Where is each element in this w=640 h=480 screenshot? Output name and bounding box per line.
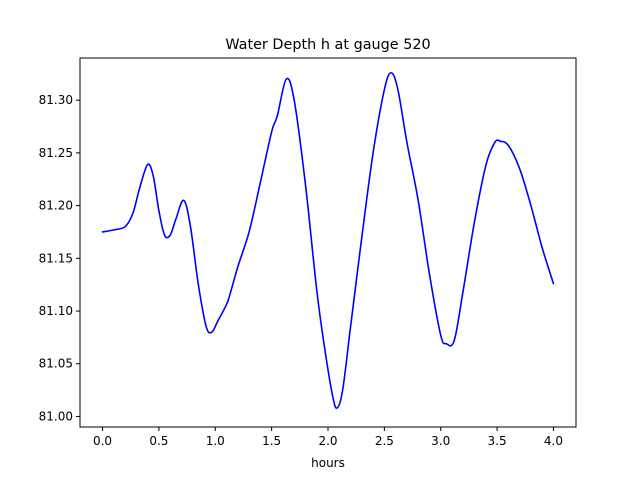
x-tick-label: 2.5 (375, 434, 394, 448)
x-tick-label: 1.5 (262, 434, 281, 448)
x-axis: 0.0 0.5 1.0 1.5 2.0 2.5 3.0 3.5 4.0 (93, 427, 563, 448)
y-tick-label: 81.25 (39, 146, 73, 160)
chart-title: Water Depth h at gauge 520 (225, 37, 430, 53)
y-axis: 81.00 81.05 81.10 81.15 81.20 81.25 81.30 (39, 93, 80, 423)
y-tick-label: 81.30 (39, 93, 73, 107)
x-tick-label: 2.0 (318, 434, 337, 448)
x-tick-label: 0.5 (149, 434, 168, 448)
x-tick-label: 1.0 (206, 434, 225, 448)
x-axis-label: hours (311, 456, 345, 470)
x-tick-label: 3.0 (431, 434, 450, 448)
y-tick-label: 81.10 (39, 304, 73, 318)
x-tick-label: 3.5 (488, 434, 507, 448)
y-tick-label: 81.15 (39, 251, 73, 265)
y-tick-label: 81.20 (39, 199, 73, 213)
x-tick-label: 0.0 (93, 434, 112, 448)
x-tick-label: 4.0 (544, 434, 563, 448)
plot-area (101, 71, 555, 409)
plot-frame (79, 57, 577, 428)
y-tick-label: 81.00 (39, 409, 73, 423)
y-tick-label: 81.05 (39, 357, 73, 371)
series-line-0 (101, 71, 555, 409)
